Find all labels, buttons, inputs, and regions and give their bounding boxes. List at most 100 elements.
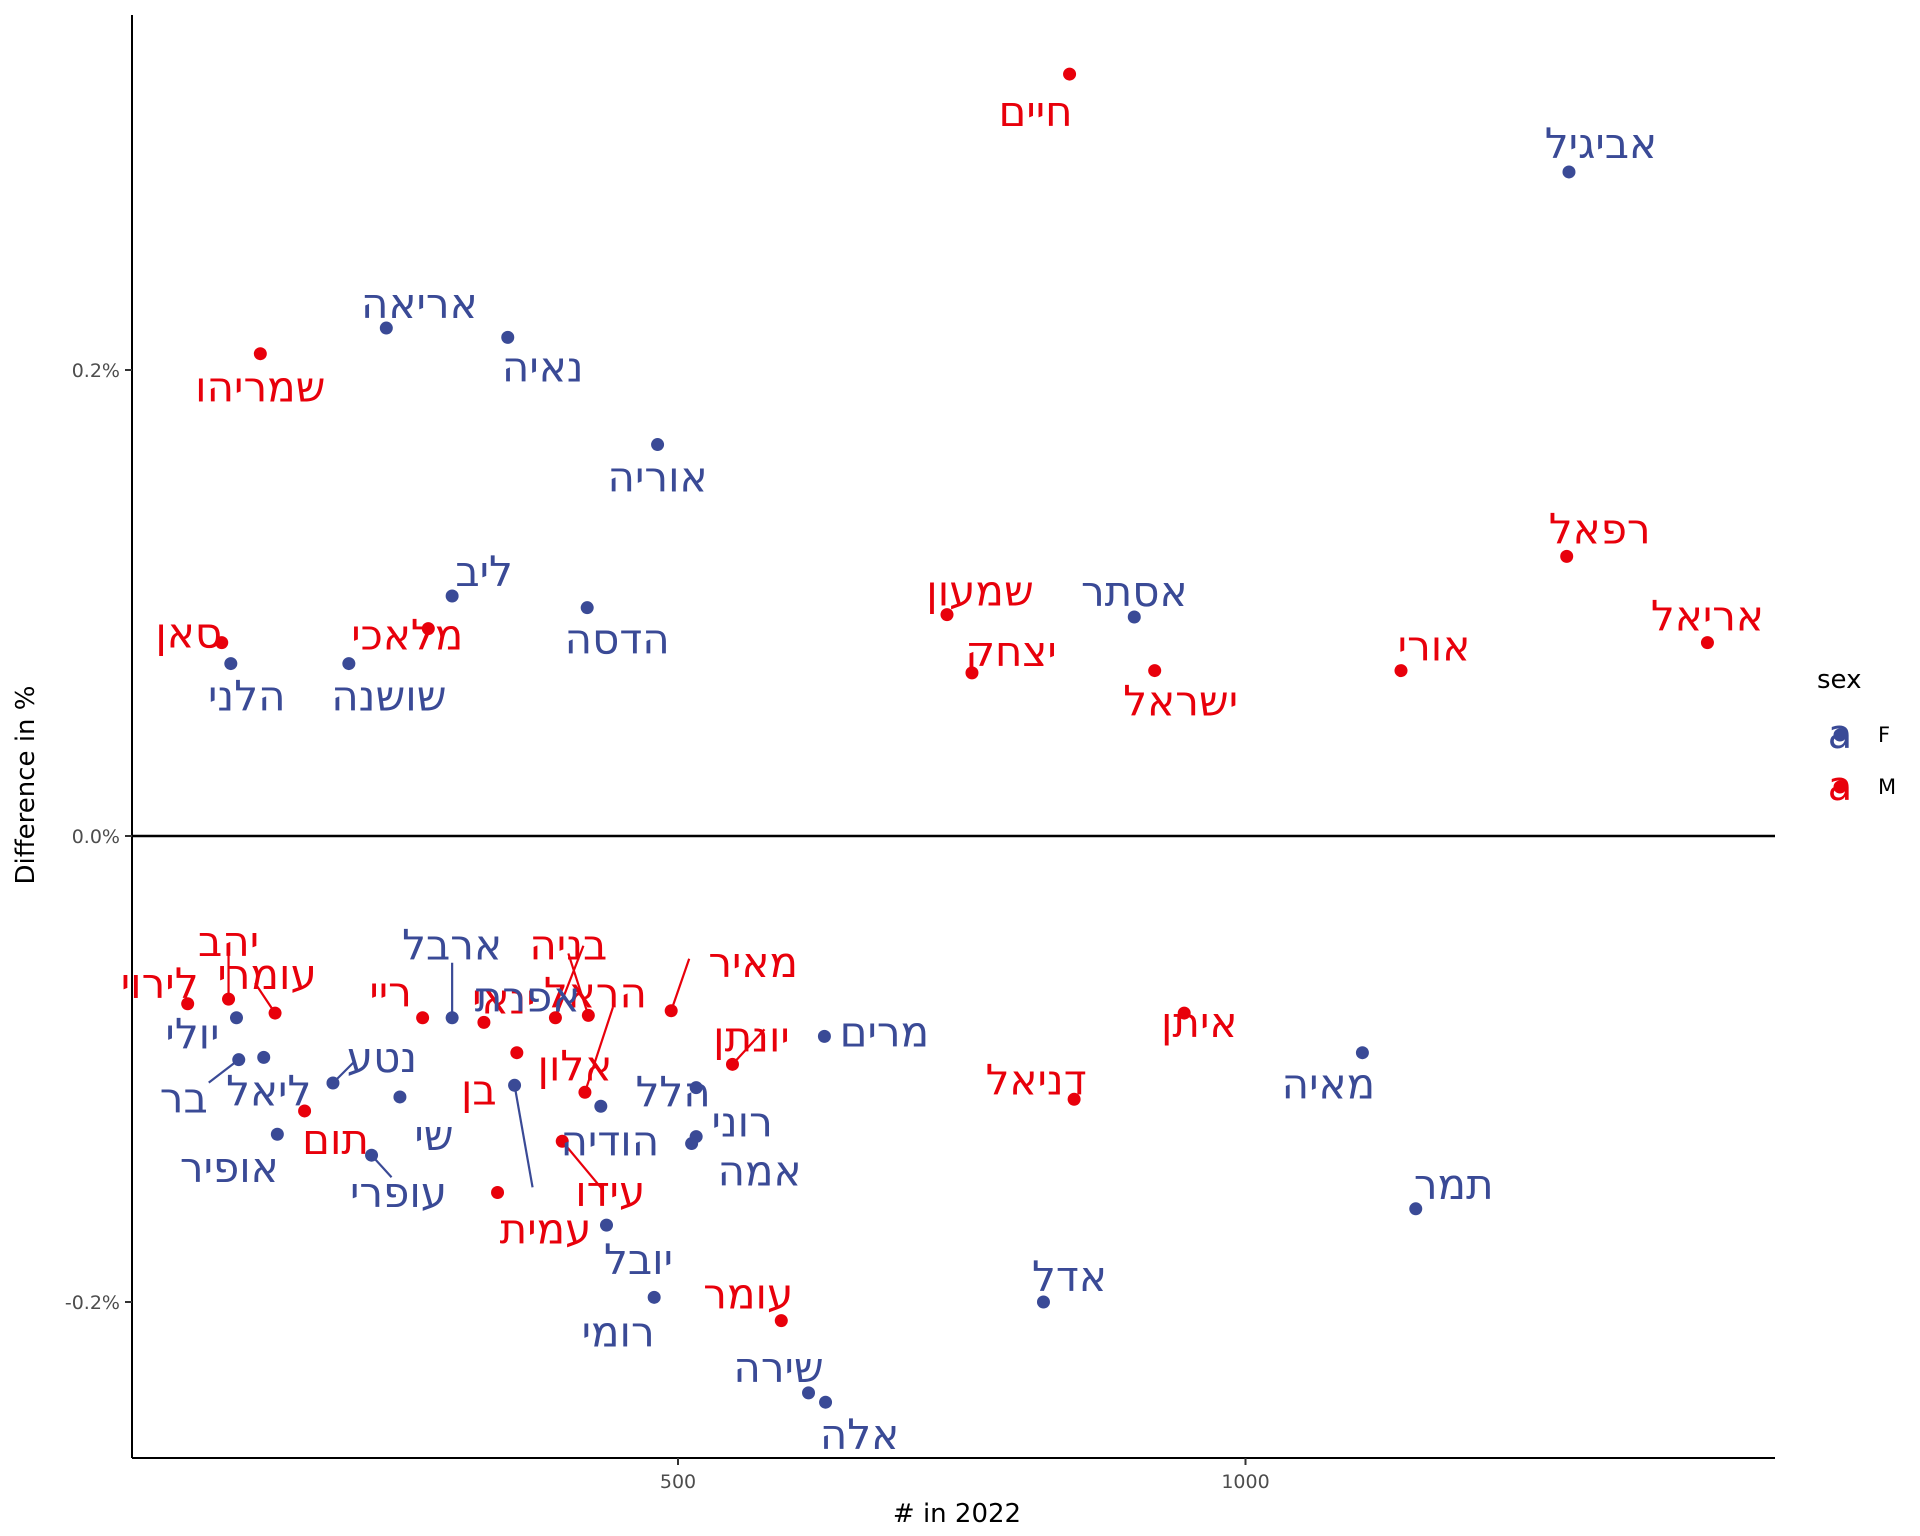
point-label: אביגיל — [1545, 119, 1657, 168]
data-point-f — [1036, 1295, 1050, 1309]
point-label: עופרי — [350, 1168, 447, 1217]
point-label: לירוי — [121, 959, 199, 1008]
y-axis-ticks: 0.2% 0.0% -0.2% — [65, 360, 132, 1314]
point-label: שמריהו — [195, 363, 325, 412]
point-label: סאן — [155, 609, 222, 658]
point-label: אפרת — [475, 972, 581, 1021]
data-point-f — [1562, 165, 1576, 179]
point-label: שירה — [733, 1343, 823, 1392]
leader-line — [554, 945, 585, 1019]
point-label: רפאל — [1549, 504, 1651, 553]
data-point-f — [232, 1053, 246, 1067]
data-point-m — [774, 1314, 788, 1328]
data-point-f — [445, 589, 459, 603]
point-label: תום — [302, 1115, 369, 1164]
point-label: אלה — [820, 1410, 899, 1459]
point-label: אריאל — [1651, 592, 1764, 641]
data-point-m — [725, 1057, 739, 1071]
data-point-f — [393, 1090, 407, 1104]
data-point-m — [215, 636, 229, 650]
data-point-f — [819, 1395, 833, 1409]
data-point-f — [508, 1078, 522, 1092]
data-point-m — [940, 608, 954, 622]
data-point-f — [599, 1218, 613, 1232]
point-label: תמר — [1414, 1160, 1494, 1209]
data-point-f — [229, 1011, 243, 1025]
data-point-m — [1560, 549, 1574, 563]
data-point-f — [1127, 610, 1141, 624]
point-label: אסתר — [1081, 567, 1188, 616]
x-axis-title: # in 2022 — [893, 1499, 1021, 1529]
point-label: בן — [461, 1066, 497, 1115]
point-label: אלון — [538, 1041, 613, 1090]
leader-line — [583, 1006, 614, 1093]
point-label: הדסה — [565, 615, 670, 664]
data-point-m — [1394, 664, 1408, 678]
data-points — [181, 67, 1714, 1409]
data-point-m — [298, 1104, 312, 1118]
data-point-f — [817, 1029, 831, 1043]
point-label: ליב — [455, 547, 513, 596]
point-label: יובל — [604, 1235, 673, 1284]
point-label: שושנה — [331, 672, 446, 721]
legend-entry-m: aM — [1828, 764, 1896, 810]
data-point-m — [664, 1004, 678, 1018]
y-tick-label: 0.2% — [72, 360, 120, 382]
data-point-m — [965, 666, 979, 680]
leader-line — [513, 1085, 534, 1188]
point-label: אופיר — [180, 1143, 279, 1192]
label-leader-lines — [208, 944, 766, 1190]
point-label: הודיה — [560, 1116, 659, 1165]
point-label: נטע — [347, 1033, 417, 1082]
point-label: אורי — [1398, 622, 1471, 671]
point-label: בר — [160, 1074, 208, 1123]
legend-entry-f: aF — [1828, 712, 1890, 758]
point-label: חיים — [999, 87, 1073, 136]
point-label: יצחק — [965, 627, 1057, 676]
legend-title: sex — [1817, 665, 1861, 695]
point-label: הלל — [636, 1068, 711, 1117]
point-label: דניאל — [986, 1055, 1087, 1104]
data-point-m — [477, 1015, 491, 1029]
data-point-f — [1409, 1202, 1423, 1216]
data-point-f — [802, 1386, 816, 1400]
data-point-m — [421, 622, 435, 636]
data-point-m — [510, 1046, 524, 1060]
x-tick-label: 1000 — [1221, 1471, 1269, 1493]
data-point-m — [222, 992, 236, 1006]
legend-label: F — [1878, 723, 1890, 747]
data-point-f — [365, 1148, 379, 1162]
leader-line — [567, 953, 590, 1016]
point-labels: חיים אביגיל אריאה שמריהו נאיה אוריה רפאל ליב שמע… — [121, 87, 1764, 1459]
x-tick-label: 500 — [660, 1471, 696, 1493]
data-point-f — [224, 657, 238, 671]
point-label: עידו — [575, 1167, 645, 1216]
data-point-f — [580, 601, 594, 615]
point-label: ישראל — [1123, 677, 1238, 726]
data-point-m — [1148, 664, 1162, 678]
data-point-f — [445, 1011, 459, 1025]
data-point-f — [689, 1081, 703, 1095]
data-point-m — [268, 1006, 282, 1020]
data-point-m — [253, 347, 267, 361]
leader-line — [670, 958, 691, 1012]
data-point-f — [326, 1076, 340, 1090]
point-label: יונתן — [713, 1012, 790, 1061]
data-point-f — [379, 321, 393, 335]
data-point-m — [181, 997, 195, 1011]
data-point-m — [491, 1185, 505, 1199]
data-point-m — [548, 1011, 562, 1025]
point-label: מאיה — [1282, 1060, 1375, 1109]
point-label: עומרי — [217, 950, 316, 999]
data-point-f — [501, 330, 515, 344]
point-label: רומי — [582, 1307, 655, 1356]
data-point-f — [257, 1050, 271, 1064]
data-point-f — [685, 1137, 699, 1151]
data-point-m — [555, 1134, 569, 1148]
data-point-m — [578, 1085, 592, 1099]
data-point-f — [270, 1127, 284, 1141]
data-point-f — [647, 1290, 661, 1304]
point-label: מרים — [840, 1007, 930, 1056]
point-label: ליאל — [226, 1066, 311, 1115]
point-label: הראל — [544, 969, 647, 1018]
